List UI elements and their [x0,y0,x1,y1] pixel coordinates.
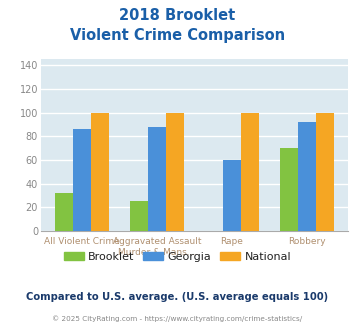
Bar [166,113,184,231]
Text: Compared to U.S. average. (U.S. average equals 100): Compared to U.S. average. (U.S. average … [26,292,329,302]
Bar [316,113,334,231]
Text: Violent Crime Comparison: Violent Crime Comparison [70,28,285,43]
Legend: Brooklet, Georgia, National: Brooklet, Georgia, National [59,248,296,267]
Bar [280,148,298,231]
Bar [130,201,148,231]
Bar [55,193,73,231]
Bar [148,127,166,231]
Text: © 2025 CityRating.com - https://www.cityrating.com/crime-statistics/: © 2025 CityRating.com - https://www.city… [53,315,302,322]
Bar [91,113,109,231]
Text: 2018 Brooklet: 2018 Brooklet [119,8,236,23]
Bar [223,160,241,231]
Bar [73,129,91,231]
Bar [298,122,316,231]
Bar [241,113,259,231]
